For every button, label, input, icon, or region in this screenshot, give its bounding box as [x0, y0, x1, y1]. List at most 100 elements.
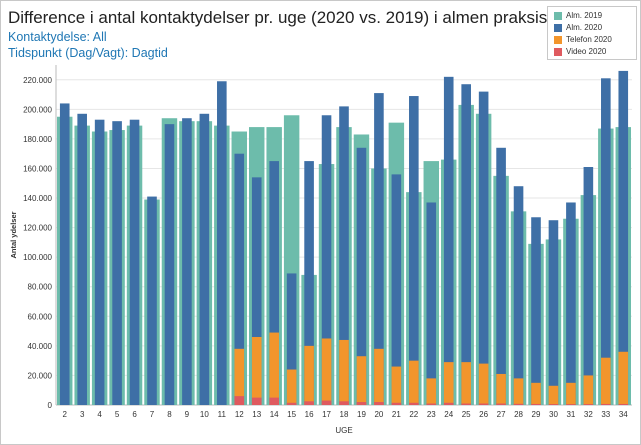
- bar-telefon-2020-uge-22: [409, 360, 419, 405]
- bar-alm-2020-uge-12: [234, 153, 245, 405]
- x-tick-label: 24: [444, 410, 453, 419]
- bar-alm-2020-uge-22: [409, 96, 419, 405]
- bar-telefon-2020-uge-12: [234, 348, 245, 405]
- bar-video-2020-uge-13: [251, 397, 262, 405]
- y-tick-label: 160.000: [23, 164, 52, 173]
- x-tick-label: 19: [357, 410, 366, 419]
- bar-alm-2020-uge-31: [566, 202, 576, 405]
- bar-video-2020-uge-23: [426, 403, 437, 405]
- legend-swatch-video-2020: [554, 48, 562, 56]
- bar-video-2020-uge-32: [583, 404, 594, 405]
- bar-alm-2020-uge-27: [496, 147, 506, 406]
- bar-alm-2020-uge-32: [583, 167, 594, 405]
- x-tick-label: 29: [532, 410, 541, 419]
- y-tick-label: 140.000: [23, 194, 52, 203]
- bar-alm-2020-uge-6: [129, 119, 140, 406]
- bar-telefon-2020-uge-31: [566, 382, 576, 405]
- bar-video-2020-uge-21: [391, 402, 402, 405]
- bar-alm-2020-uge-8: [164, 124, 175, 405]
- bar-alm-2020-uge-24: [443, 76, 454, 406]
- y-tick-label: 80.000: [28, 283, 53, 292]
- bar-alm-2020-uge-28: [513, 186, 524, 405]
- bar-alm-2020-uge-33: [601, 78, 611, 405]
- bar-video-2020-uge-25: [461, 403, 471, 405]
- bar-telefon-2020-uge-15: [286, 369, 297, 405]
- bar-alm-2020-uge-17: [321, 115, 332, 406]
- x-tick-label: 27: [497, 410, 506, 419]
- x-tick-label: 32: [584, 410, 593, 419]
- bar-alm-2020-uge-15: [286, 273, 297, 405]
- y-tick-label: 220.000: [23, 76, 52, 85]
- bar-telefon-2020-uge-25: [461, 362, 471, 405]
- filter-kontaktydelse: Kontaktydelse: All: [8, 30, 107, 44]
- bar-video-2020-uge-17: [321, 400, 332, 405]
- bar-video-2020-uge-26: [478, 403, 489, 405]
- bar-telefon-2020-uge-29: [531, 382, 541, 405]
- bar-alm-2020-uge-21: [391, 174, 402, 405]
- y-tick-label: 200.000: [23, 105, 52, 114]
- x-tick-label: 15: [287, 410, 296, 419]
- bar-video-2020-uge-14: [269, 397, 279, 405]
- x-tick-label: 14: [270, 410, 279, 419]
- bar-telefon-2020-uge-21: [391, 366, 402, 405]
- bar-alm-2020-uge-4: [94, 119, 105, 406]
- bar-alm-2020-uge-18: [339, 106, 349, 406]
- bar-video-2020-uge-28: [513, 403, 524, 405]
- bar-alm-2020-uge-16: [304, 161, 314, 405]
- bar-telefon-2020-uge-33: [601, 357, 611, 405]
- bar-video-2020-uge-15: [286, 402, 297, 405]
- bar-video-2020-uge-12: [234, 396, 245, 405]
- bar-telefon-2020-uge-23: [426, 378, 437, 405]
- bar-alm-2020-uge-30: [548, 220, 559, 405]
- bar-video-2020-uge-16: [304, 401, 314, 405]
- chart-title: Difference i antal kontaktydelser pr. ug…: [8, 8, 548, 27]
- bar-video-2020-uge-34: [618, 403, 629, 405]
- x-tick-label: 30: [549, 410, 558, 419]
- bar-telefon-2020-uge-13: [251, 337, 262, 405]
- bar-alm-2020-uge-9: [182, 118, 192, 405]
- y-tick-label: 20.000: [28, 371, 53, 380]
- bar-telefon-2020-uge-14: [269, 332, 279, 405]
- bar-video-2020-uge-24: [443, 402, 454, 405]
- x-tick-label: 2: [63, 410, 68, 419]
- x-axis-title: UGE: [335, 426, 352, 435]
- x-tick-label: 16: [305, 410, 314, 419]
- bar-video-2020-uge-27: [496, 403, 506, 405]
- x-tick-label: 17: [322, 410, 331, 419]
- bar-alm-2020-uge-5: [112, 121, 122, 405]
- x-tick-label: 6: [132, 410, 137, 419]
- x-tick-label: 5: [115, 410, 120, 419]
- bar-alm-2020-uge-23: [426, 202, 437, 405]
- bar-video-2020-uge-20: [374, 402, 384, 405]
- x-tick-label: 31: [566, 410, 575, 419]
- y-tick-label: 180.000: [23, 135, 52, 144]
- bar-alm-2020-uge-20: [374, 93, 384, 405]
- y-tick-label: 0: [48, 401, 53, 410]
- x-tick-label: 34: [619, 410, 628, 419]
- bar-alm-2020-uge-26: [478, 91, 489, 405]
- x-tick-label: 9: [185, 410, 190, 419]
- bar-video-2020-uge-30: [548, 404, 559, 405]
- x-tick-label: 28: [514, 410, 523, 419]
- bar-telefon-2020-uge-17: [321, 338, 332, 405]
- bar-video-2020-uge-29: [531, 403, 541, 405]
- legend-label: Alm. 2020: [566, 23, 603, 32]
- legend: Alm. 2019 Alm. 2020 Telefon 2020 Video 2…: [547, 6, 637, 60]
- x-tick-label: 10: [200, 410, 209, 419]
- bar-telefon-2020-uge-27: [496, 373, 506, 405]
- legend-swatch-alm-2020: [554, 24, 562, 32]
- y-tick-label: 60.000: [28, 312, 53, 321]
- x-tick-label: 22: [409, 410, 418, 419]
- legend-swatch-alm-2019: [554, 12, 562, 20]
- bar-video-2020-uge-31: [566, 404, 576, 405]
- x-tick-label: 11: [218, 410, 227, 419]
- bar-telefon-2020-uge-20: [374, 348, 384, 405]
- bar-video-2020-uge-33: [601, 403, 611, 405]
- bar-telefon-2020-uge-30: [548, 385, 559, 405]
- legend-label: Telefon 2020: [566, 35, 612, 44]
- x-tick-label: 3: [80, 410, 85, 419]
- legend-label: Video 2020: [566, 47, 607, 56]
- bar-alm-2020-uge-11: [217, 81, 227, 406]
- bar-alm-2020-uge-34: [618, 70, 629, 406]
